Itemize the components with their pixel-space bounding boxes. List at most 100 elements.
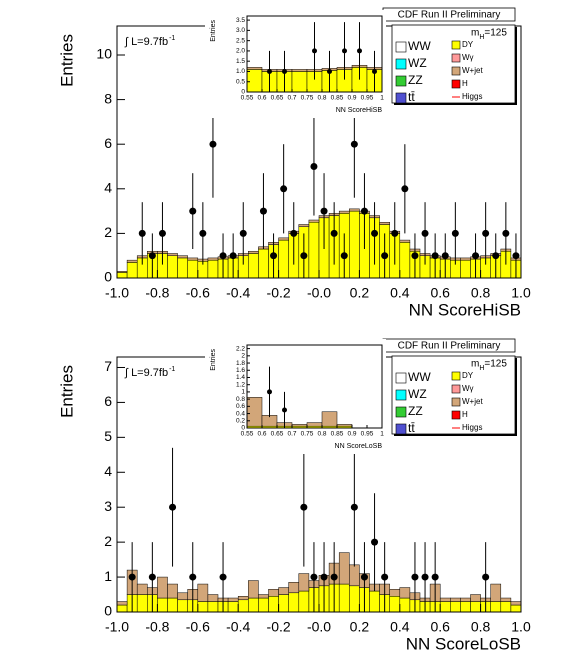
hist-bar [187,257,199,261]
legend-label: ZZ [408,404,423,418]
mass-value: =125 [484,28,507,39]
hist-bar [126,259,138,263]
y-tick-label: 8 [104,90,112,106]
hist-bar [450,597,461,602]
hist-bar [248,253,259,278]
plot-area [247,366,353,428]
y-tick-label: 2.2 [236,345,245,352]
data-point [492,252,500,260]
data-point [270,252,278,260]
x-tick-label: 0.4 [390,619,410,635]
y-axis-title: Entries [57,34,76,87]
inset-background [205,339,386,454]
mass-subscript: H [479,365,484,372]
legend-swatch [451,40,461,50]
lumi-label: ∫ L=9.7fb [124,36,168,48]
x-tick-label: 0.2 [350,619,370,635]
data-point [158,229,166,237]
hist-bar [278,237,289,241]
hist-bar [167,597,178,612]
data-point [310,573,318,581]
hist-bar [291,71,308,92]
y-tick-label: 3 [104,498,112,514]
x-axis-title: NN ScoreLoSB [406,634,521,653]
y-tick-label: 0 [241,425,245,432]
hist-bar [288,592,300,612]
mass-subscript: H [479,34,484,41]
y-tick-label: 0.2 [236,418,245,425]
hist-bar [237,596,249,601]
x-tick-label: -0.6 [186,619,210,635]
x-tick-label: -0.4 [226,619,250,635]
x-tick-label: 0.55 [241,95,254,102]
hist-bar [258,248,269,278]
x-tick-label: 0.2 [350,285,370,301]
hist-bar [177,599,188,612]
hist-bar [157,576,168,599]
data-point [451,229,459,237]
data-point [431,573,439,581]
legend-swatch [451,53,461,63]
hist-bar [308,219,320,223]
hist-bar [197,583,209,602]
hist-bar [237,599,249,612]
hist-bar [207,594,219,602]
data-point [360,207,368,215]
hist-bar [167,583,178,599]
y-tick-label: 10 [96,46,112,62]
hist-bar [349,208,360,212]
data-point [340,252,348,260]
hist-bar [117,604,128,612]
data-point [209,140,217,148]
legend-label: W+jet [462,397,483,406]
x-tick-label: -0.6 [186,285,210,301]
y-tick-label: 2 [104,224,112,240]
legend-swatch [395,92,407,104]
hist-bar [460,597,471,602]
y-tick-label: 7 [104,358,112,374]
hist-bar [268,596,279,612]
y-tick-label: 2.5 [236,37,245,44]
x-tick-label: -0.2 [267,619,291,635]
hist-bar [298,590,310,612]
hist-bar [197,601,209,612]
data-point [312,48,317,54]
legend-swatch [395,423,407,435]
data-point [239,229,247,237]
hist-bar [369,590,380,612]
y-tick-label: 0 [104,603,112,619]
hist-bar [379,221,390,225]
y-tick-label: 0 [241,89,245,96]
x-tick-label: 0.75 [301,431,314,438]
legend-label: ZZ [408,73,423,87]
x-tick-label: 0.65 [271,431,284,438]
data-point [371,229,379,237]
frame [246,15,383,93]
hist-bar [187,259,199,278]
hist-bar [321,411,338,427]
hist-bar [167,255,178,278]
x-tick-label: -0.0 [307,619,331,635]
hist-bar [460,601,471,612]
hist-bar [136,594,148,612]
legend-swatch [395,389,407,401]
data-point [300,503,308,511]
legend-label: tt̄ [408,421,415,435]
hist-bar [500,597,512,602]
hist-bar [399,597,411,612]
data-point [381,573,389,581]
hist-bar [490,583,502,602]
x-tick-label: 0.9 [347,95,356,102]
y-tick-label: 1.5 [236,58,245,65]
hist-bar [248,250,259,254]
y-tick-label: 3.5 [236,17,245,24]
hist-bar [470,594,481,602]
hist-bar [460,257,471,261]
hist-bar [336,424,353,427]
y-tick-label: 2 [104,533,112,549]
x-tick-label: 0.55 [241,431,254,438]
hist-bar [439,597,451,602]
y-tick-label: 0 [104,269,112,285]
hist-bar [207,257,219,261]
hist-bar [470,601,481,612]
